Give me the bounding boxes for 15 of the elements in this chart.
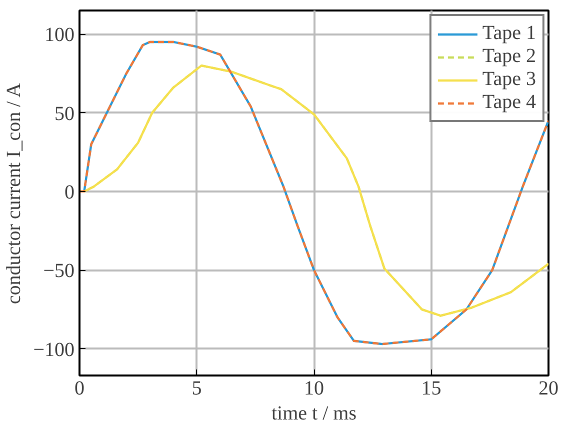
legend-label: Tape 4	[482, 91, 536, 114]
legend-label: Tape 1	[482, 22, 536, 45]
y-tick-label: 100	[44, 24, 74, 46]
y-tick-label: −100	[33, 338, 74, 361]
y-axis-title: conductor current I_con / A	[3, 82, 26, 304]
x-axis-title: time t / ms	[272, 402, 357, 424]
x-tick-label: 15	[421, 378, 442, 400]
y-tick-label: 0	[64, 181, 74, 204]
x-tick-label: 10	[304, 378, 324, 400]
y-tick-label: 50	[54, 102, 74, 125]
y-tick-label: −50	[43, 260, 74, 282]
x-tick-label: 5	[192, 378, 202, 400]
legend-label: Tape 3	[482, 68, 536, 91]
x-tick-label: 20	[538, 378, 558, 400]
legend-label: Tape 2	[482, 45, 536, 68]
